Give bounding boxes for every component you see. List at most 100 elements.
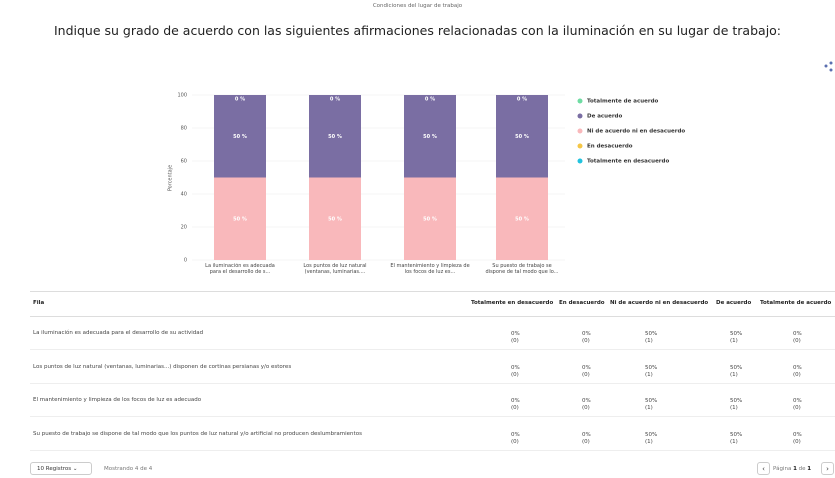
data-label: 0 % bbox=[330, 97, 340, 103]
bar-segment bbox=[496, 177, 548, 260]
row-label: El mantenimiento y limpieza de los focos… bbox=[33, 397, 202, 403]
cell: 0% bbox=[793, 331, 802, 337]
subtitle: Condiciones del lugar de trabajo bbox=[372, 3, 463, 9]
bar-segment bbox=[214, 95, 266, 178]
x-tick-label: El mantenimiento y limpieza de los focos… bbox=[390, 263, 470, 275]
data-label: 50 % bbox=[233, 134, 247, 140]
cell: (0) bbox=[793, 439, 801, 445]
cell: (0) bbox=[793, 405, 801, 411]
x-tick-label: Su puesto de trabajo se dispone de tal m… bbox=[485, 263, 559, 275]
legend-swatch bbox=[577, 98, 583, 104]
y-tick-label: 20 bbox=[181, 225, 187, 231]
pagination: Página 1 de 1 bbox=[773, 466, 811, 472]
legend-label: En desacuerdo bbox=[587, 144, 633, 150]
y-tick-label: 60 bbox=[181, 159, 187, 165]
cell: 0% bbox=[582, 365, 591, 371]
bar-segment bbox=[404, 95, 456, 178]
column-header: Ni de acuerdo ni en desacuerdo bbox=[610, 300, 709, 306]
cell: (0) bbox=[511, 338, 519, 344]
chart: 0 20 40 60 80 100 Porcentaje 50 % 50 % 0 % La ilum… bbox=[168, 61, 833, 275]
cell: 50% bbox=[730, 331, 743, 337]
page-number: 1 bbox=[793, 466, 797, 472]
cell: 0% bbox=[511, 365, 520, 371]
legend-swatch bbox=[577, 158, 583, 164]
row-label: Los puntos de luz natural (ventanas, lum… bbox=[33, 364, 292, 370]
cell: (0) bbox=[793, 338, 801, 344]
cell: (1) bbox=[730, 439, 738, 445]
y-tick-label: 40 bbox=[181, 192, 187, 198]
legend-swatch bbox=[577, 113, 583, 119]
cell: 0% bbox=[793, 398, 802, 404]
title: Indique su grado de acuerdo con las sigu… bbox=[53, 23, 782, 38]
table-border bbox=[30, 291, 835, 292]
cell: (1) bbox=[645, 405, 653, 411]
row-border bbox=[30, 416, 835, 417]
cell: 50% bbox=[645, 365, 658, 371]
cell: (1) bbox=[645, 338, 653, 344]
bar-segment bbox=[309, 177, 361, 260]
page-size: 10 Registros bbox=[37, 466, 72, 472]
x-tick-label-box: La iluminación es adecuada para el desar… bbox=[205, 263, 275, 275]
data-label: 0 % bbox=[425, 97, 435, 103]
legend-label: Totalmente en desacuerdo bbox=[587, 159, 669, 165]
cell: (1) bbox=[730, 338, 738, 344]
data-label: 50 % bbox=[423, 216, 437, 222]
data-label: 0 % bbox=[235, 97, 245, 103]
cell: (0) bbox=[582, 338, 590, 344]
bar-segment bbox=[309, 95, 361, 178]
row-border bbox=[30, 450, 835, 451]
cell: 0% bbox=[511, 331, 520, 337]
share-icon[interactable] bbox=[824, 61, 833, 72]
cell: 0% bbox=[582, 398, 591, 404]
data-label: 50 % bbox=[515, 134, 529, 140]
page-of: de bbox=[798, 466, 806, 472]
data-label: 50 % bbox=[423, 134, 437, 140]
x-tick-label-box: El mantenimiento y limpieza de los focos… bbox=[390, 263, 470, 275]
cell: 50% bbox=[645, 398, 658, 404]
row-label: Su puesto de trabajo se dispone de tal m… bbox=[33, 431, 362, 437]
column-header: En desacuerdo bbox=[559, 300, 605, 306]
x-tick-label-box: Los puntos de luz natural (ventanas, lum… bbox=[303, 263, 367, 275]
y-axis-label: Porcentaje bbox=[168, 165, 174, 191]
showing: Mostrando 4 de 4 bbox=[104, 466, 153, 472]
cell: (0) bbox=[511, 372, 519, 378]
x-tick-label: La iluminación es adecuada para el desar… bbox=[205, 263, 275, 275]
y-tick-label: 0 bbox=[184, 258, 187, 264]
column-header: De acuerdo bbox=[716, 300, 752, 306]
row-border bbox=[30, 349, 835, 350]
column-header: Totalmente de acuerdo bbox=[760, 300, 832, 306]
y-tick-label: 100 bbox=[177, 93, 187, 99]
cell: (1) bbox=[645, 372, 653, 378]
column-header: Fila bbox=[33, 300, 45, 306]
cell: (1) bbox=[645, 439, 653, 445]
cell: 50% bbox=[730, 432, 743, 438]
cell: 50% bbox=[645, 331, 658, 337]
cell: (0) bbox=[582, 372, 590, 378]
cell: (0) bbox=[582, 405, 590, 411]
legend-label: De acuerdo bbox=[587, 114, 622, 120]
bar-segment bbox=[214, 177, 266, 260]
data-label: 0 % bbox=[517, 97, 527, 103]
page-label: Página bbox=[773, 466, 792, 472]
cell: 50% bbox=[645, 432, 658, 438]
column-header: Totalmente en desacuerdo bbox=[471, 300, 554, 306]
cell: 50% bbox=[730, 398, 743, 404]
x-tick-label: Los puntos de luz natural (ventanas, lum… bbox=[303, 263, 367, 275]
data-label: 50 % bbox=[328, 216, 342, 222]
data-label: 50 % bbox=[328, 134, 342, 140]
y-tick-label: 80 bbox=[181, 126, 187, 132]
cell: 0% bbox=[582, 432, 591, 438]
row-border bbox=[30, 383, 835, 384]
legend-swatch bbox=[577, 143, 583, 149]
next-page[interactable]: › bbox=[821, 462, 834, 475]
cell: (1) bbox=[730, 372, 738, 378]
cell: (0) bbox=[511, 405, 519, 411]
page-total: 1 bbox=[807, 466, 812, 472]
data-label: 50 % bbox=[515, 216, 529, 222]
prev-page[interactable]: ‹ bbox=[757, 462, 770, 475]
header-border bbox=[30, 316, 835, 317]
cell: (0) bbox=[582, 439, 590, 445]
cell: 50% bbox=[730, 365, 743, 371]
page-size-select[interactable]: 10 Registros ⌄ bbox=[30, 462, 92, 475]
